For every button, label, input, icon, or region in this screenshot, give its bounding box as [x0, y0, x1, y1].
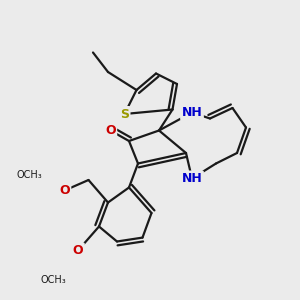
- Text: OCH₃: OCH₃: [40, 274, 66, 285]
- Text: O: O: [73, 244, 83, 257]
- Text: S: S: [120, 107, 129, 121]
- Text: NH: NH: [182, 106, 203, 119]
- Text: O: O: [59, 184, 70, 197]
- Text: NH: NH: [182, 172, 203, 185]
- Text: OCH₃: OCH₃: [16, 170, 42, 181]
- Text: O: O: [105, 124, 116, 137]
